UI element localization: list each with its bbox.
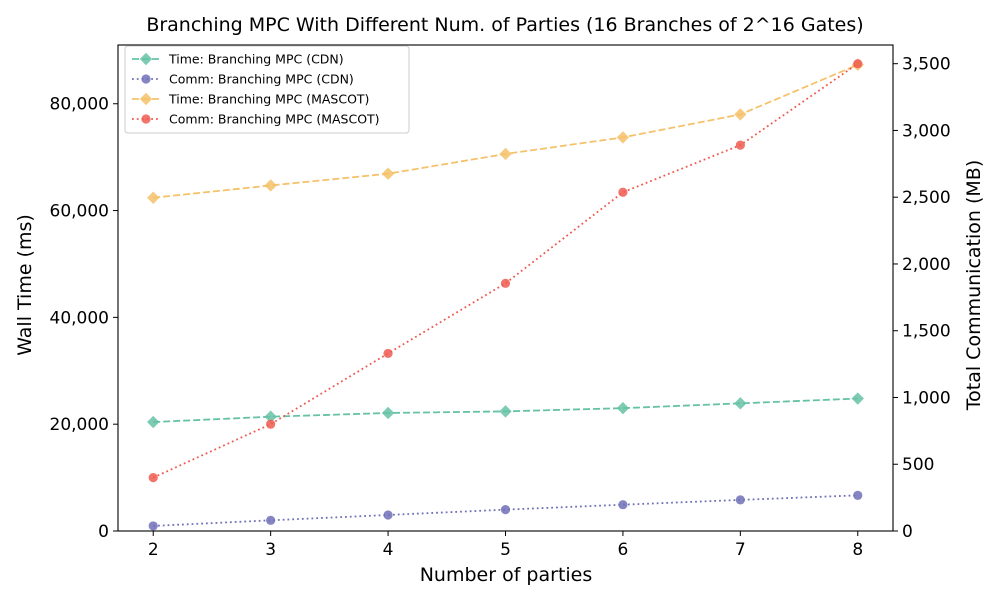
series: [148, 490, 863, 531]
data-point: [381, 167, 395, 180]
data-point: [148, 521, 158, 531]
y-axis-right-label: Total Communication (MB): [963, 160, 985, 411]
y-left-tick-label: 20,000: [50, 415, 109, 435]
y-left-tick-label: 80,000: [50, 95, 109, 115]
data-point: [147, 415, 160, 429]
data-point: [147, 191, 160, 204]
data-point: [266, 419, 276, 429]
x-tick-label: 8: [852, 540, 863, 560]
y-right-tick-label: 2,000: [902, 255, 951, 275]
y-right-tick-label: 3,000: [902, 121, 951, 141]
y-right-tick-label: 500: [902, 455, 934, 475]
y-axis-right: 0 500 1,000 1,500 2,000 2,500 3,000 3,500: [893, 55, 951, 542]
x-tick-label: 2: [148, 540, 159, 560]
x-axis-label: Number of parties: [420, 564, 593, 586]
data-point: [735, 495, 745, 505]
data-point: [381, 406, 395, 420]
legend-marker: [139, 92, 153, 106]
data-point: [618, 187, 628, 197]
data-point: [500, 278, 511, 288]
data-point: [266, 515, 276, 525]
series: [147, 392, 864, 429]
data-point: [500, 505, 511, 515]
data-point: [616, 131, 630, 144]
data-point: [264, 410, 277, 423]
y-axis-left: 0 20,000 40,000 60,000 80,000: [50, 95, 118, 542]
y-right-tick-label: 1,500: [902, 322, 951, 342]
x-tick-label: 5: [500, 540, 511, 560]
legend-label: Time: Branching MPC (MASCOT): [168, 92, 369, 107]
y-left-tick-label: 40,000: [50, 308, 109, 328]
x-tick-label: 4: [383, 540, 394, 560]
data-point: [851, 392, 864, 405]
data-point: [734, 397, 747, 410]
chart-title: Branching MPC With Different Num. of Par…: [146, 14, 863, 36]
legend-marker: [141, 114, 151, 124]
y-left-tick-label: 60,000: [50, 202, 109, 222]
data-point: [499, 147, 512, 161]
x-tick-label: 6: [618, 540, 629, 560]
x-tick-label: 3: [265, 540, 276, 560]
data-point: [499, 405, 512, 418]
legend: Time: Branching MPC (CDN) Comm: Branching…: [124, 45, 410, 134]
y-right-tick-label: 2,500: [902, 188, 951, 208]
data-point: [618, 500, 628, 510]
legend-label: Comm: Branching MPC (CDN): [169, 72, 354, 87]
legend-label: Comm: Branching MPC (MASCOT): [169, 112, 380, 127]
data-point: [383, 510, 393, 520]
data-point: [735, 140, 745, 150]
data-point: [148, 472, 158, 483]
legend-marker: [141, 74, 151, 84]
series: [148, 59, 863, 483]
x-axis: 2 3 4 5 6 7 8: [148, 531, 863, 560]
data-point: [383, 348, 393, 359]
legend-label: Time: Branching MPC (CDN): [168, 52, 344, 67]
data-point: [853, 59, 863, 69]
y-right-tick-label: 1,000: [902, 388, 951, 408]
data-point: [616, 401, 630, 415]
series-marks: [147, 58, 864, 531]
y-right-tick-label: 0: [902, 522, 913, 542]
data-point: [853, 490, 863, 500]
legend-marker: [139, 52, 153, 66]
legend-box: [124, 45, 410, 134]
y-axis-left-label: Wall Time (ms): [14, 214, 36, 356]
y-right-tick-label: 3,500: [902, 55, 951, 75]
data-point: [734, 108, 747, 121]
data-point: [264, 179, 277, 192]
x-tick-label: 7: [735, 540, 746, 560]
y-left-tick-label: 0: [98, 522, 109, 542]
